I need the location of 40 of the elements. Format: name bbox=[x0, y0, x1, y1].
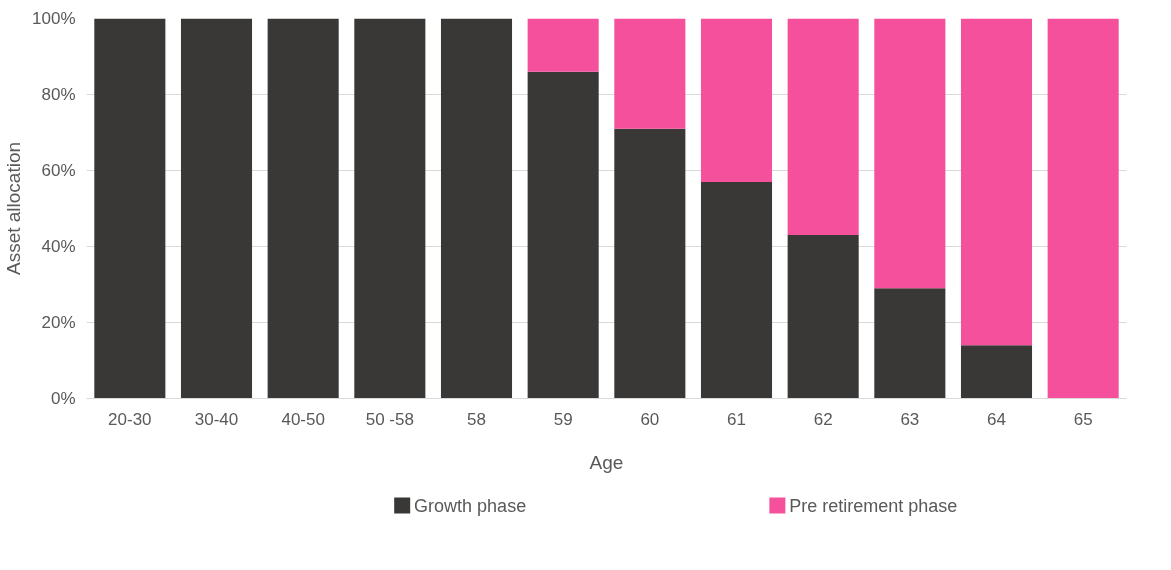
bar bbox=[527, 71, 599, 399]
y-tick-label: 80% bbox=[41, 85, 76, 104]
x-tick-label: 63 bbox=[900, 409, 920, 429]
bar bbox=[700, 181, 773, 399]
y-tick-label: 60% bbox=[41, 161, 76, 180]
bar bbox=[267, 18, 339, 399]
bar bbox=[874, 288, 946, 399]
bar bbox=[354, 18, 426, 399]
x-tick-label: 30-40 bbox=[194, 409, 239, 429]
y-tick-label: 40% bbox=[41, 237, 76, 256]
y-tick-label: 100% bbox=[32, 9, 76, 28]
x-axis-title: Age bbox=[589, 451, 624, 473]
bar bbox=[614, 18, 686, 129]
x-tick-label: 40-50 bbox=[281, 409, 325, 429]
bar bbox=[874, 18, 946, 289]
y-tick-label: 0% bbox=[50, 389, 76, 408]
x-tick-label: 20-30 bbox=[108, 409, 152, 429]
x-tick-label: 58 bbox=[467, 409, 486, 429]
bar bbox=[787, 18, 859, 236]
bar bbox=[440, 18, 513, 399]
legend-label: Growth phase bbox=[414, 495, 527, 516]
bar bbox=[527, 18, 599, 72]
legend-label: Pre retirement phase bbox=[789, 495, 958, 516]
bar bbox=[94, 18, 166, 399]
bar bbox=[614, 128, 686, 399]
x-tick-label: 50 -58 bbox=[365, 409, 414, 429]
x-tick-label: 59 bbox=[553, 409, 573, 429]
x-tick-label: 61 bbox=[727, 409, 746, 429]
x-tick-label: 60 bbox=[640, 409, 660, 429]
x-tick-label: 64 bbox=[987, 409, 1006, 429]
bar bbox=[960, 18, 1033, 346]
x-tick-label: 65 bbox=[1073, 409, 1093, 429]
bar bbox=[1047, 18, 1119, 399]
y-tick-label: 20% bbox=[41, 313, 76, 332]
x-tick-label: 62 bbox=[813, 409, 833, 429]
bar bbox=[180, 18, 253, 399]
bar bbox=[960, 345, 1033, 399]
bar bbox=[700, 18, 773, 182]
y-axis-title: Asset allocation bbox=[3, 141, 25, 276]
bar bbox=[787, 235, 859, 399]
